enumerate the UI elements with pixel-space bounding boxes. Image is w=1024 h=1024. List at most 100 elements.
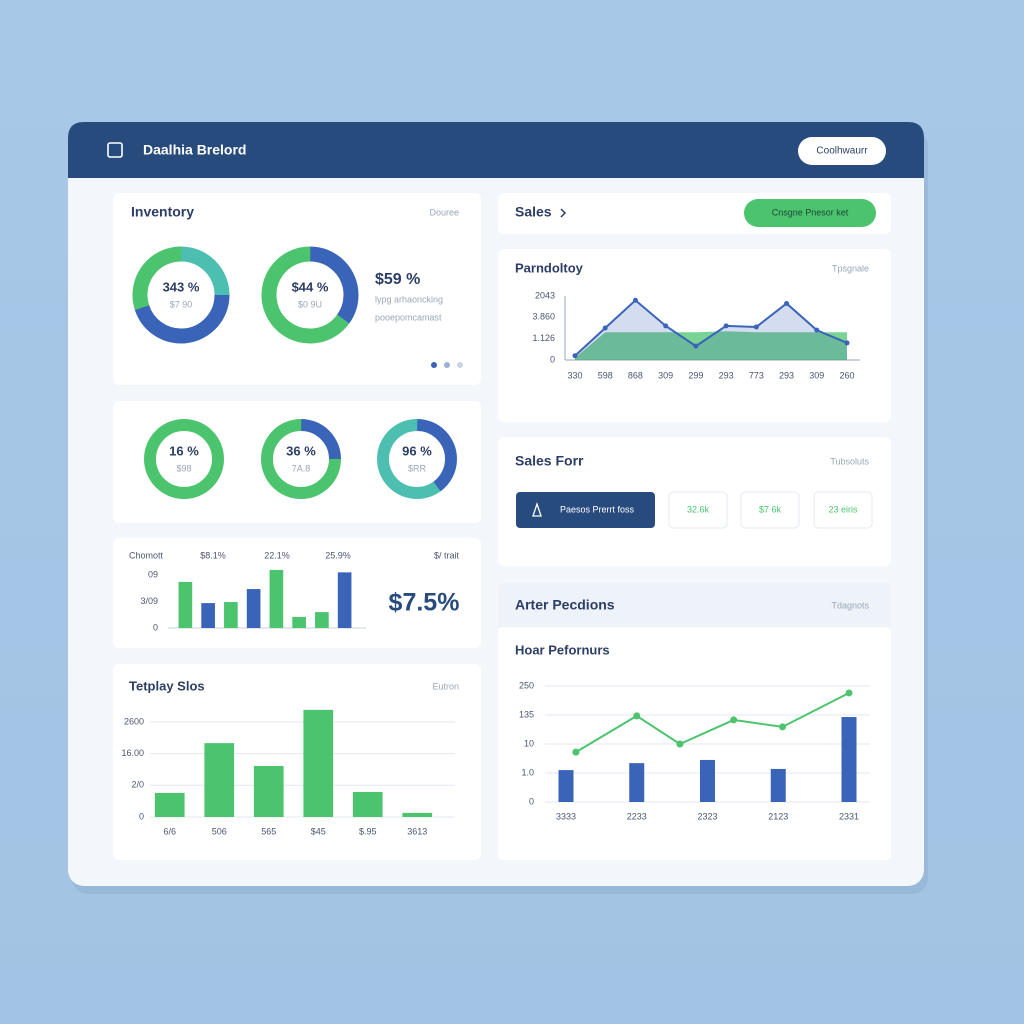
- y-tick-label: 09: [148, 569, 158, 579]
- bar: [292, 616, 306, 628]
- bar: [352, 791, 383, 817]
- x-tick-label: 299: [688, 370, 703, 380]
- point: [693, 343, 699, 349]
- donut-segment: [261, 419, 341, 499]
- donut-sublabel: $98: [176, 463, 191, 473]
- donut-sublabel: $RR: [408, 463, 427, 473]
- x-tick-label: 773: [749, 370, 764, 380]
- x-tick-label: $.95: [359, 826, 377, 836]
- bar: [629, 763, 645, 802]
- metric-box: [813, 491, 873, 529]
- dark-button[interactable]: [516, 492, 655, 528]
- metric-value: 32.6k: [687, 504, 710, 514]
- y-tick-label: 0: [139, 811, 144, 821]
- bar: [154, 792, 185, 817]
- donut-segment: [132, 246, 230, 344]
- point: [730, 716, 738, 724]
- donut-label: $44 %: [292, 279, 329, 294]
- panel-link[interactable]: Tpsgnale: [832, 263, 869, 273]
- x-tick-label: 2233: [627, 811, 647, 821]
- y-tick-label: 3.860: [532, 312, 555, 322]
- stat-line: pooepomcamast: [375, 312, 442, 322]
- green-button-label[interactable]: Cnsgne Pnesor ket: [772, 207, 849, 217]
- panel-link[interactable]: Tdagnots: [831, 600, 869, 610]
- bar: [224, 602, 238, 628]
- side-label: $/ trait: [434, 550, 460, 560]
- metric-value: 23 eiris: [828, 504, 858, 514]
- x-tick-label: 868: [628, 370, 643, 380]
- donut-segment: [144, 419, 224, 499]
- x-tick-label: 260: [839, 370, 854, 380]
- panel-link[interactable]: Eutron: [432, 681, 459, 691]
- line: [574, 298, 848, 357]
- bar: [337, 572, 352, 628]
- bar: [315, 612, 329, 628]
- green-button[interactable]: [744, 199, 876, 227]
- bar: [201, 603, 215, 628]
- donut-segment: [132, 246, 230, 344]
- page-dot[interactable]: [457, 362, 463, 368]
- dark-button-label[interactable]: Paesos Prerrt foss: [560, 504, 635, 514]
- x-tick-label: $45: [311, 826, 326, 836]
- point: [844, 340, 850, 346]
- bar: [204, 743, 235, 817]
- x-tick-label: 3613: [407, 826, 427, 836]
- annotation: $7.5%: [389, 589, 460, 617]
- x-tick-label: 309: [809, 370, 824, 380]
- y-tick-label: 135: [519, 709, 534, 719]
- y-tick-label: 0: [529, 796, 534, 806]
- header-button-label[interactable]: Coolhwaurr: [816, 146, 868, 157]
- stat: $59 %: [375, 271, 420, 288]
- header-icon: [107, 142, 123, 158]
- metric-box: [668, 491, 728, 529]
- point: [663, 323, 669, 329]
- page-dot[interactable]: [431, 362, 437, 368]
- column-label: $8.1%: [200, 550, 226, 560]
- point: [723, 323, 729, 329]
- bar: [841, 717, 857, 802]
- chart-title: Tetplay Slos: [129, 678, 205, 693]
- x-tick-label: 506: [212, 826, 227, 836]
- point: [784, 300, 790, 306]
- header-button[interactable]: [798, 137, 886, 165]
- button-icon: [532, 501, 542, 517]
- x-tick-label: 2323: [697, 811, 717, 821]
- x-tick-label: 6/6: [163, 826, 176, 836]
- page-dot[interactable]: [444, 362, 450, 368]
- bar: [770, 768, 786, 802]
- point: [753, 324, 759, 330]
- point: [632, 297, 638, 303]
- stat-line: lypg arhaoncking: [375, 294, 443, 304]
- donut-sublabel: $7 90: [170, 299, 193, 309]
- x-tick-label: 330: [567, 370, 582, 380]
- y-tick-label: 0: [153, 622, 158, 632]
- panel-link[interactable]: Douree: [429, 207, 459, 217]
- panel-link[interactable]: Tubsoluts: [830, 456, 869, 466]
- y-tick-label: 3/09: [140, 596, 158, 606]
- point: [778, 723, 786, 731]
- y-tick-label: 1.126: [532, 333, 555, 343]
- x-tick-label: 598: [598, 370, 613, 380]
- x-tick-label: 309: [658, 370, 673, 380]
- point: [572, 353, 578, 359]
- y-tick-label: 10: [524, 738, 534, 748]
- panel-title: Arter Pecdions: [515, 597, 615, 613]
- bar: [253, 765, 284, 817]
- x-tick-label: 293: [779, 370, 794, 380]
- donut-label: 96 %: [402, 443, 432, 458]
- bar: [178, 581, 193, 628]
- chart-title: Chomott: [129, 550, 164, 560]
- y-tick-label: 0: [550, 354, 555, 364]
- line: [575, 692, 850, 753]
- x-tick-label: 293: [719, 370, 734, 380]
- y-tick-label: 2/0: [131, 780, 144, 790]
- bar: [558, 770, 574, 802]
- bar: [303, 709, 334, 817]
- metric-value: $7 6k: [759, 504, 782, 514]
- point: [633, 712, 641, 720]
- x-tick-label: 565: [261, 826, 276, 836]
- point: [845, 689, 853, 697]
- point: [572, 748, 580, 756]
- y-tick-label: 250: [519, 680, 534, 690]
